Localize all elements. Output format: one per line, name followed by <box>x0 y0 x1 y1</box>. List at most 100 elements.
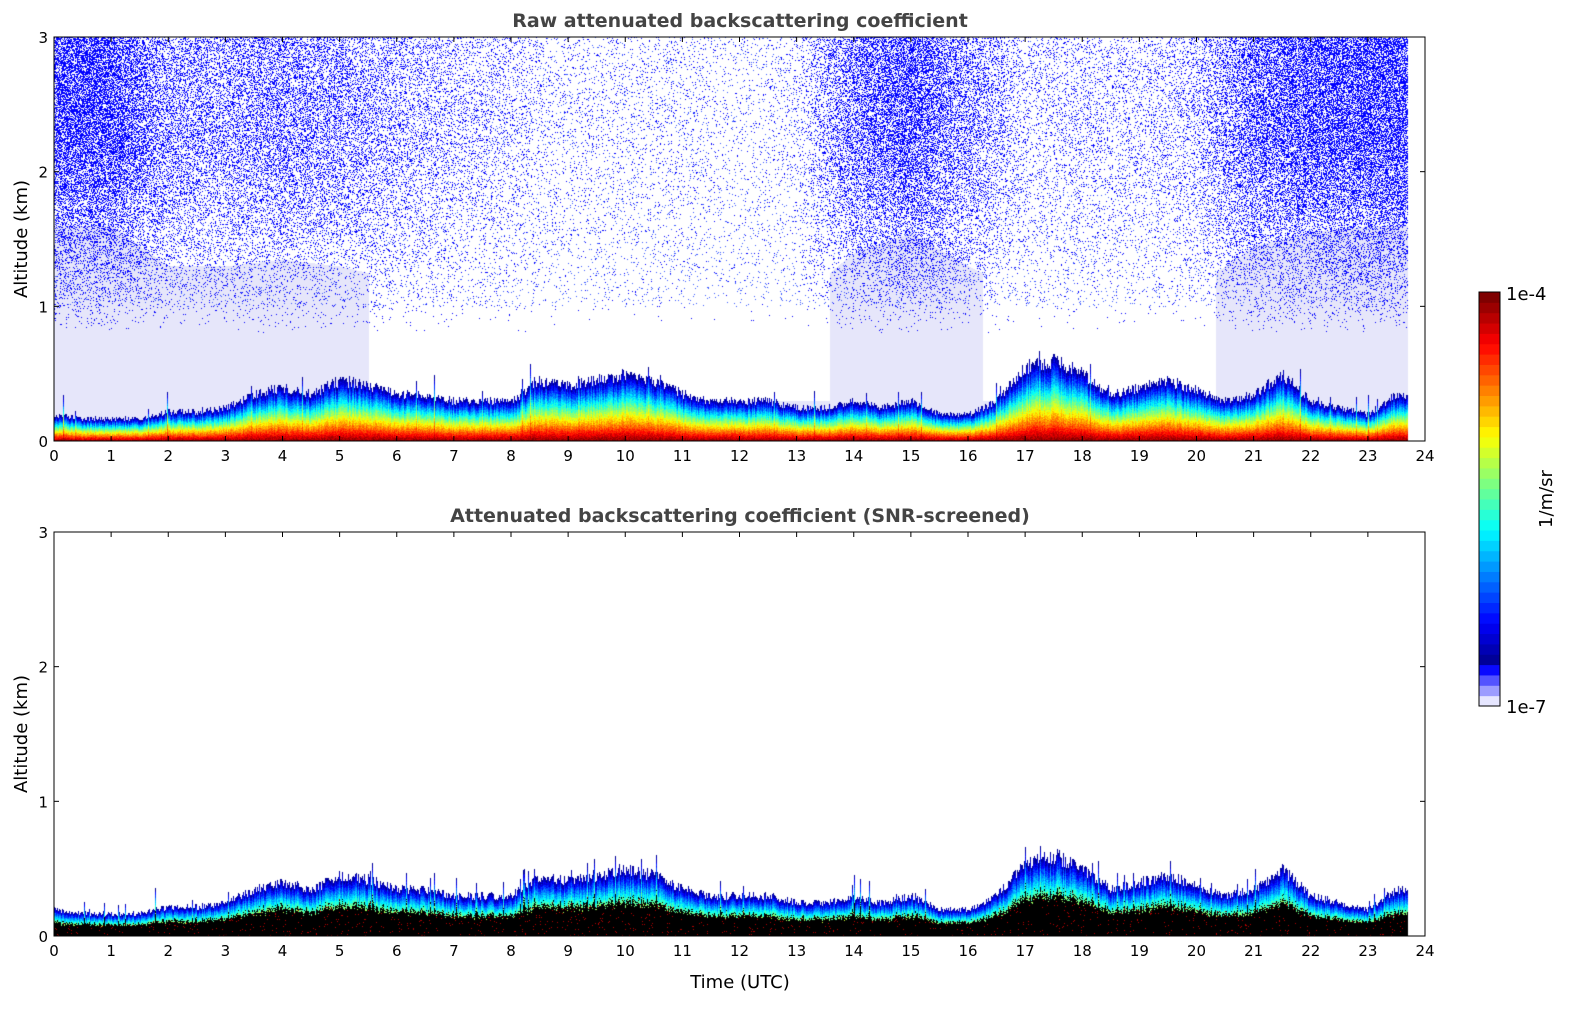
panel2-ylabel: Altitude (km) <box>11 675 32 793</box>
x-tick-label: 11 <box>673 942 692 960</box>
panel2-title: Attenuated backscattering coefficient (S… <box>450 505 1030 527</box>
colorbar-segment <box>1479 333 1500 345</box>
colorbar-segment <box>1479 302 1500 314</box>
x-tick-label: 11 <box>673 447 692 465</box>
x-tick-label: 8 <box>506 942 516 960</box>
colorbar-unit-label: 1/m/sr <box>1536 469 1557 527</box>
x-tick-label: 14 <box>844 447 863 465</box>
x-tick-label: 17 <box>1016 447 1035 465</box>
x-tick-label: 18 <box>1073 447 1092 465</box>
x-tick-label: 9 <box>563 447 573 465</box>
y-tick-label: 0 <box>38 928 48 946</box>
x-tick-label: 14 <box>844 942 863 960</box>
colorbar-segment <box>1479 499 1500 510</box>
x-tick-label: 21 <box>1244 942 1263 960</box>
colorbar-segment <box>1479 550 1500 562</box>
colorbar-segment <box>1479 416 1500 428</box>
x-tick-label: 17 <box>1016 942 1035 960</box>
x-tick-label: 15 <box>901 447 920 465</box>
y-tick-label: 1 <box>38 298 48 316</box>
colorbar-segment <box>1479 592 1500 603</box>
y-tick-label: 3 <box>38 29 48 47</box>
x-tick-label: 13 <box>787 447 806 465</box>
x-tick-label: 6 <box>392 942 402 960</box>
colorbar-segment <box>1479 343 1500 355</box>
colorbar-max-label: 1e-4 <box>1506 284 1546 305</box>
colorbar-segment <box>1479 364 1500 376</box>
colorbar-segment <box>1479 519 1500 531</box>
y-tick-label: 2 <box>38 659 48 677</box>
x-tick-label: 20 <box>1187 447 1206 465</box>
raw-backscatter-heatmap <box>54 37 1425 441</box>
colorbar-segment <box>1479 478 1500 490</box>
panel1-title: Raw attenuated backscattering coefficien… <box>512 10 968 32</box>
colorbar-min-label: 1e-7 <box>1506 697 1546 718</box>
x-tick-label: 12 <box>730 447 749 465</box>
x-tick-label: 23 <box>1358 942 1377 960</box>
colorbar-segment <box>1479 623 1500 635</box>
x-tick-label: 2 <box>163 447 173 465</box>
colorbar-frame <box>1478 291 1501 707</box>
x-tick-label: 10 <box>616 942 635 960</box>
colorbar-segment <box>1479 654 1500 666</box>
x-tick-label: 1 <box>106 942 116 960</box>
x-tick-label: 20 <box>1187 942 1206 960</box>
x-tick-label: 19 <box>1130 447 1149 465</box>
colorbar-segment <box>1479 530 1500 541</box>
colorbar-segment <box>1479 602 1500 614</box>
colorbar-segment <box>1479 612 1500 624</box>
colorbar-segment <box>1479 695 1500 707</box>
colorbar-segment <box>1479 457 1500 469</box>
x-tick-label: 19 <box>1130 942 1149 960</box>
x-tick-label: 0 <box>49 447 59 465</box>
x-tick-label: 3 <box>221 447 231 465</box>
y-tick-label: 2 <box>38 164 48 182</box>
x-tick-label: 5 <box>335 447 345 465</box>
x-tick-label: 5 <box>335 942 345 960</box>
x-tick-label: 23 <box>1358 447 1377 465</box>
colorbar-segment <box>1479 312 1500 324</box>
x-tick-label: 9 <box>563 942 573 960</box>
x-tick-label: 16 <box>958 942 977 960</box>
colorbar-segment <box>1479 571 1500 583</box>
colorbar-segment <box>1479 664 1500 676</box>
x-tick-label: 22 <box>1301 447 1320 465</box>
x-tick-label: 24 <box>1415 942 1434 960</box>
colorbar-segment <box>1479 561 1500 572</box>
colorbar-segment <box>1479 685 1500 697</box>
x-tick-label: 8 <box>506 447 516 465</box>
colorbar-segment <box>1479 436 1500 448</box>
colorbar-segment <box>1479 674 1500 686</box>
screened-backscatter-heatmap <box>54 532 1425 936</box>
y-tick-label: 1 <box>38 793 48 811</box>
colorbar-segment <box>1479 405 1500 417</box>
x-tick-label: 7 <box>449 942 459 960</box>
x-tick-label: 13 <box>787 942 806 960</box>
x-tick-label: 21 <box>1244 447 1263 465</box>
x-tick-label: 7 <box>449 447 459 465</box>
colorbar-segment <box>1479 395 1500 407</box>
colorbar-segment <box>1479 643 1500 655</box>
x-tick-label: 10 <box>616 447 635 465</box>
colorbar <box>1478 291 1501 707</box>
x-tick-label: 0 <box>49 942 59 960</box>
colorbar-segment <box>1479 292 1500 303</box>
colorbar-segment <box>1479 374 1500 386</box>
colorbar-segment <box>1479 581 1500 593</box>
x-tick-label: 3 <box>221 942 231 960</box>
xlabel: Time (UTC) <box>689 972 790 993</box>
colorbar-segment <box>1479 509 1500 521</box>
colorbar-segment <box>1479 323 1500 334</box>
x-tick-label: 18 <box>1073 942 1092 960</box>
x-tick-label: 2 <box>163 942 173 960</box>
x-tick-label: 16 <box>958 447 977 465</box>
colorbar-segment <box>1479 488 1500 500</box>
panel2-frame <box>53 531 1426 937</box>
colorbar-segment <box>1479 467 1500 479</box>
panel1-frame <box>53 36 1426 442</box>
colorbar-segment <box>1479 633 1500 645</box>
colorbar-segment <box>1479 540 1500 552</box>
x-tick-label: 4 <box>278 447 288 465</box>
